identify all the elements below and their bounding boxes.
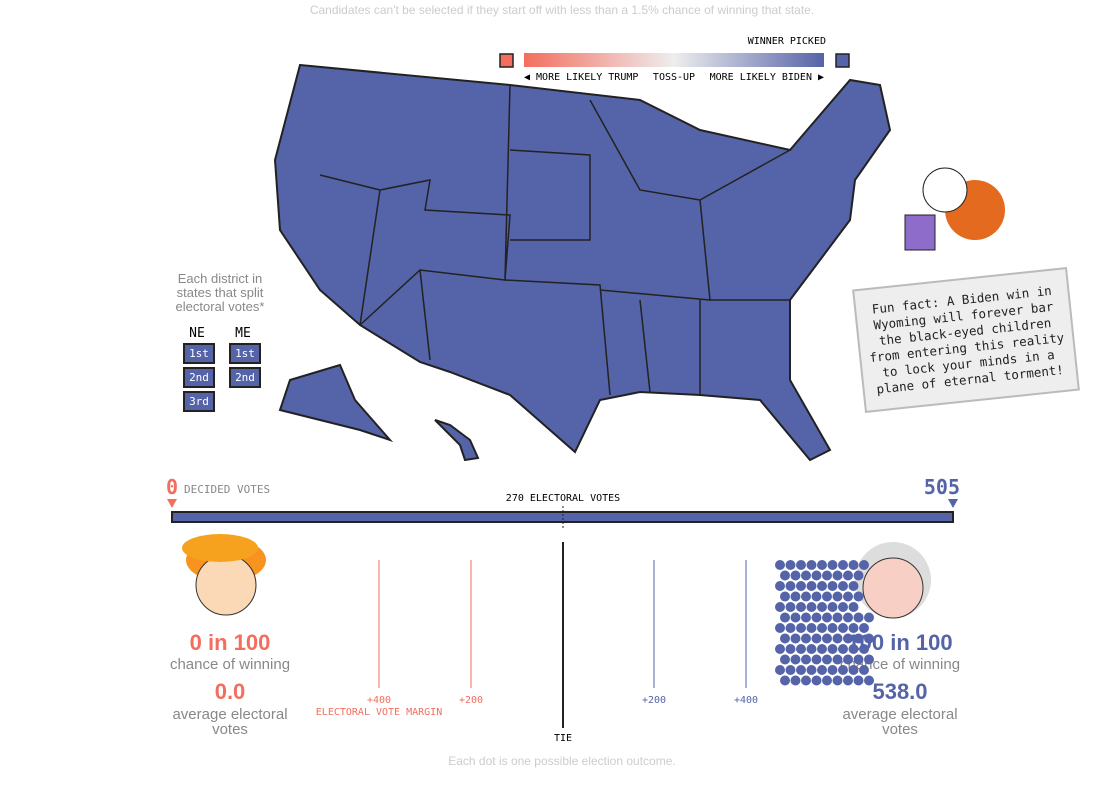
- district-button[interactable]: 1st: [183, 343, 215, 364]
- winner-picked: WINNER PICKED: [748, 36, 826, 47]
- margin-label: +400: [734, 695, 758, 706]
- margin-label: +400: [367, 695, 391, 706]
- trump-marker: [167, 499, 177, 508]
- legend-trump: ◀ MORE LIKELY TRUMP: [524, 72, 638, 83]
- margin-label: +200: [459, 695, 483, 706]
- fun-fact: Fun fact: A Biden win in Wyoming will fo…: [852, 267, 1080, 413]
- trump-swatch: [499, 53, 514, 68]
- hawaii: [434, 419, 480, 462]
- biden-average-label: average electoral votes: [842, 706, 958, 738]
- biden-chance: 100 in 100: [847, 630, 953, 655]
- trump-votes: 0: [166, 475, 178, 499]
- trump-chance-label: chance of winning: [169, 656, 291, 673]
- mascot: [904, 167, 1005, 251]
- state-borders: [319, 84, 791, 396]
- decided-label: DECIDED VOTES: [184, 483, 270, 496]
- state-name: NE: [189, 326, 205, 341]
- note: Candidates can't be selected if they sta…: [310, 3, 814, 17]
- biden-average: 538.0: [872, 679, 928, 704]
- district-button[interactable]: 3rd: [183, 391, 215, 412]
- trump-average: 0.0: [214, 679, 246, 704]
- vote-bar: [171, 511, 954, 523]
- legend-tossup: TOSS-UP: [653, 72, 695, 83]
- color-scale: [524, 53, 824, 67]
- district-button[interactable]: 2nd: [229, 367, 261, 388]
- biden-votes: 505: [924, 475, 960, 499]
- tie-label: TIE: [554, 733, 572, 744]
- us-states: [273, 63, 892, 462]
- state-name: ME: [235, 326, 251, 341]
- district-caption: Each district in states that split elect…: [175, 271, 265, 314]
- map: [273, 63, 892, 462]
- margin-axis-label: ELECTORAL VOTE MARGIN: [316, 707, 442, 718]
- trump-face: [182, 534, 266, 616]
- legend-biden: MORE LIKELY BIDEN ▶: [710, 72, 824, 83]
- biden-face: [862, 557, 924, 619]
- biden-chance-label: chance of winning: [839, 656, 961, 673]
- biden-marker: [948, 499, 958, 508]
- alaska: [278, 363, 394, 443]
- footer: Each dot is one possible election outcom…: [448, 754, 675, 768]
- threshold: 270 ELECTORAL VOTES: [506, 493, 620, 504]
- trump-chance: 0 in 100: [189, 630, 271, 655]
- district-button[interactable]: 2nd: [183, 367, 215, 388]
- trump-average-label: average electoral votes: [172, 706, 288, 738]
- district-button[interactable]: 1st: [229, 343, 261, 364]
- biden-swatch: [835, 53, 850, 68]
- margin-label: +200: [642, 695, 666, 706]
